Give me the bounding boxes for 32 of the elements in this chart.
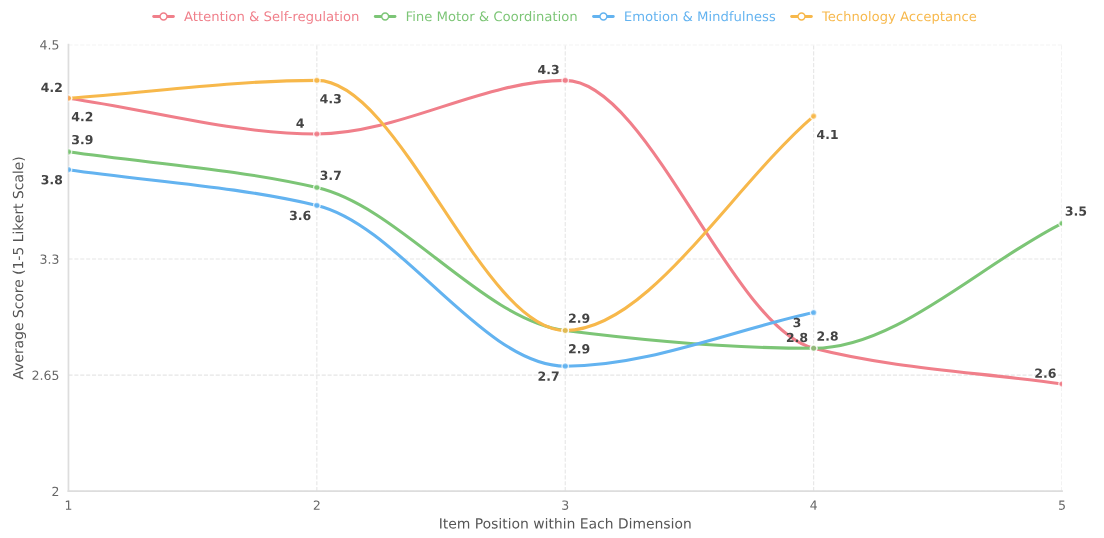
data-label: 4.1 (817, 129, 838, 139)
data-label: 4.2 (71, 111, 93, 122)
data-label: 4.3 (538, 64, 559, 75)
data-label: 3.9 (72, 134, 93, 145)
data-label: 3.8 (41, 174, 63, 185)
y-tick-label: 2 (52, 486, 59, 496)
y-axis-title: Average Score (1-5 Likert Scale) (12, 157, 27, 380)
data-label: 3.6 (289, 210, 311, 221)
legend-label: Fine Motor & Coordination (406, 11, 577, 22)
x-tick-label: 5 (1059, 500, 1065, 510)
data-label: 3.5 (1065, 206, 1087, 216)
data-label: 2.6 (1035, 368, 1056, 378)
data-label: 2.7 (538, 371, 559, 381)
data-label: 3.7 (320, 170, 341, 181)
data-label: 4.2 (41, 82, 62, 92)
data-label: 4.3 (320, 93, 341, 104)
y-tick-label: 3.3 (40, 254, 59, 264)
y-tick-label: 4.5 (40, 40, 59, 50)
y-tick-label: 2.65 (32, 370, 59, 381)
legend-label: Technology Acceptance (821, 11, 977, 24)
x-tick-label: 2 (313, 500, 320, 510)
x-tick-label: 4 (810, 500, 817, 510)
data-label: 3 (793, 317, 801, 328)
x-tick-label: 3 (562, 500, 569, 510)
x-axis-title: Item Position within Each Dimension (440, 517, 691, 529)
legend-label: Attention & Self-regulation (184, 11, 359, 24)
data-label: 2.9 (569, 313, 590, 323)
legend-label: Emotion & Mindfulness (625, 11, 776, 22)
data-label: 4 (296, 118, 304, 128)
data-label: 2.8 (817, 331, 838, 341)
data-label: 2.9 (569, 344, 590, 354)
x-tick-label: 1 (65, 500, 72, 510)
